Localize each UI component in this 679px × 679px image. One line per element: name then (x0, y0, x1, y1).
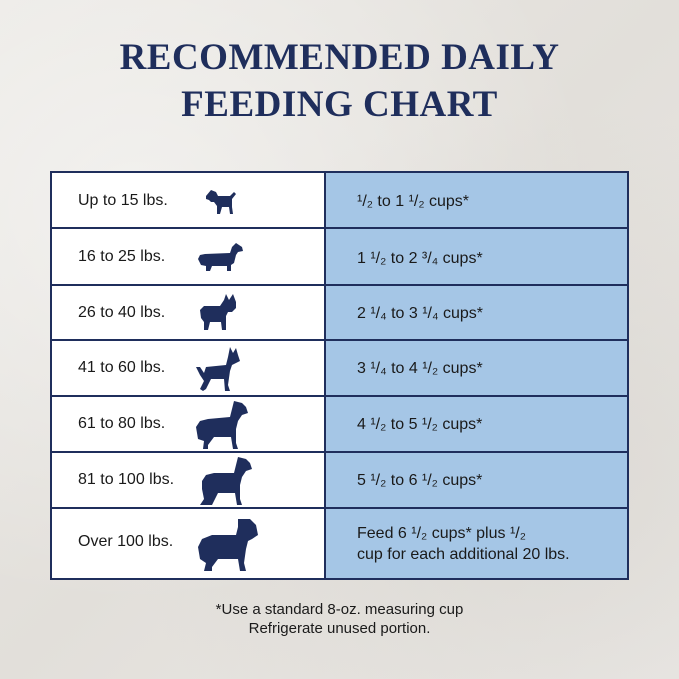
amount-cell: 5 ¹/₂ to 6 ¹/₂ cups* (326, 453, 627, 507)
footnote-line-1: *Use a standard 8-oz. measuring cup (215, 601, 464, 618)
table-row: 16 to 25 lbs. 1 ¹/₂ to 2 ³/₄ cups* (52, 227, 627, 284)
amount-cell: 4 ¹/₂ to 5 ¹/₂ cups* (326, 397, 627, 451)
bulldog-icon (200, 294, 236, 330)
table-row: 26 to 40 lbs. 2 ¹/₄ to 3 ¹/₄ cups* (52, 284, 627, 339)
table-row: Up to 15 lbs. ¹/₂ to 1 ¹/₂ cups* (52, 173, 627, 227)
amount-label: 4 ¹/₂ to 5 ¹/₂ cups* (357, 416, 483, 433)
feeding-table: Up to 15 lbs. ¹/₂ to 1 ¹/₂ cups* 16 to 2… (50, 171, 629, 580)
amount-label-line-2: cup for each additional 20 lbs. (357, 546, 570, 563)
mastiff-icon (198, 519, 258, 571)
amount-label: 1 ¹/₂ to 2 ³/₄ cups* (357, 250, 483, 267)
amount-cell: ¹/₂ to 1 ¹/₂ cups* (326, 173, 627, 227)
weight-cell: 16 to 25 lbs. (52, 229, 326, 284)
boxer-icon (196, 347, 240, 391)
weight-cell: Over 100 lbs. (52, 509, 326, 578)
title-line-2: FEEDING CHART (181, 84, 498, 125)
weight-cell: 26 to 40 lbs. (52, 286, 326, 339)
amount-label: 5 ¹/₂ to 6 ¹/₂ cups* (357, 472, 483, 489)
weight-label: 26 to 40 lbs. (78, 304, 166, 321)
table-row: 81 to 100 lbs. 5 ¹/₂ to 6 ¹/₂ cups* (52, 451, 627, 507)
large-rottweiler-icon (200, 457, 252, 505)
dachshund-icon (198, 243, 243, 271)
weight-cell: 81 to 100 lbs. (52, 453, 326, 507)
table-row: Over 100 lbs. Feed 6 ¹/₂ cups* plus ¹/₂ … (52, 507, 627, 578)
weight-label: 16 to 25 lbs. (78, 248, 166, 265)
weight-label: 61 to 80 lbs. (78, 415, 166, 432)
amount-cell: 1 ¹/₂ to 2 ³/₄ cups* (326, 229, 627, 284)
weight-cell: 61 to 80 lbs. (52, 397, 326, 451)
weight-label: 81 to 100 lbs. (78, 471, 175, 488)
amount-cell: Feed 6 ¹/₂ cups* plus ¹/₂ cup for each a… (326, 509, 627, 578)
footnote-line-2: Refrigerate unused portion. (248, 620, 431, 637)
footnote: *Use a standard 8-oz. measuring cup Refr… (0, 600, 679, 638)
amount-label: 3 ¹/₄ to 4 ¹/₂ cups* (357, 360, 483, 377)
table-row: 61 to 80 lbs. 4 ¹/₂ to 5 ¹/₂ cups* (52, 395, 627, 451)
weight-label: Up to 15 lbs. (78, 192, 168, 209)
weight-cell: Up to 15 lbs. (52, 173, 326, 227)
page-title: RECOMMENDED DAILY FEEDING CHART (0, 34, 679, 128)
amount-cell: 3 ¹/₄ to 4 ¹/₂ cups* (326, 341, 627, 395)
table-row: 41 to 60 lbs. 3 ¹/₄ to 4 ¹/₂ cups* (52, 339, 627, 395)
title-line-1: RECOMMENDED DAILY (119, 37, 560, 78)
weight-cell: 41 to 60 lbs. (52, 341, 326, 395)
rottweiler-icon (196, 401, 248, 449)
amount-label: Feed 6 ¹/₂ cups* plus ¹/₂ (357, 525, 526, 542)
weight-label: 41 to 60 lbs. (78, 359, 166, 376)
weight-label: Over 100 lbs. (78, 533, 174, 550)
amount-cell: 2 ¹/₄ to 3 ¹/₄ cups* (326, 286, 627, 339)
amount-label: 2 ¹/₄ to 3 ¹/₄ cups* (357, 305, 483, 322)
small-terrier-icon (206, 190, 236, 214)
amount-label: ¹/₂ to 1 ¹/₂ cups* (357, 193, 470, 210)
